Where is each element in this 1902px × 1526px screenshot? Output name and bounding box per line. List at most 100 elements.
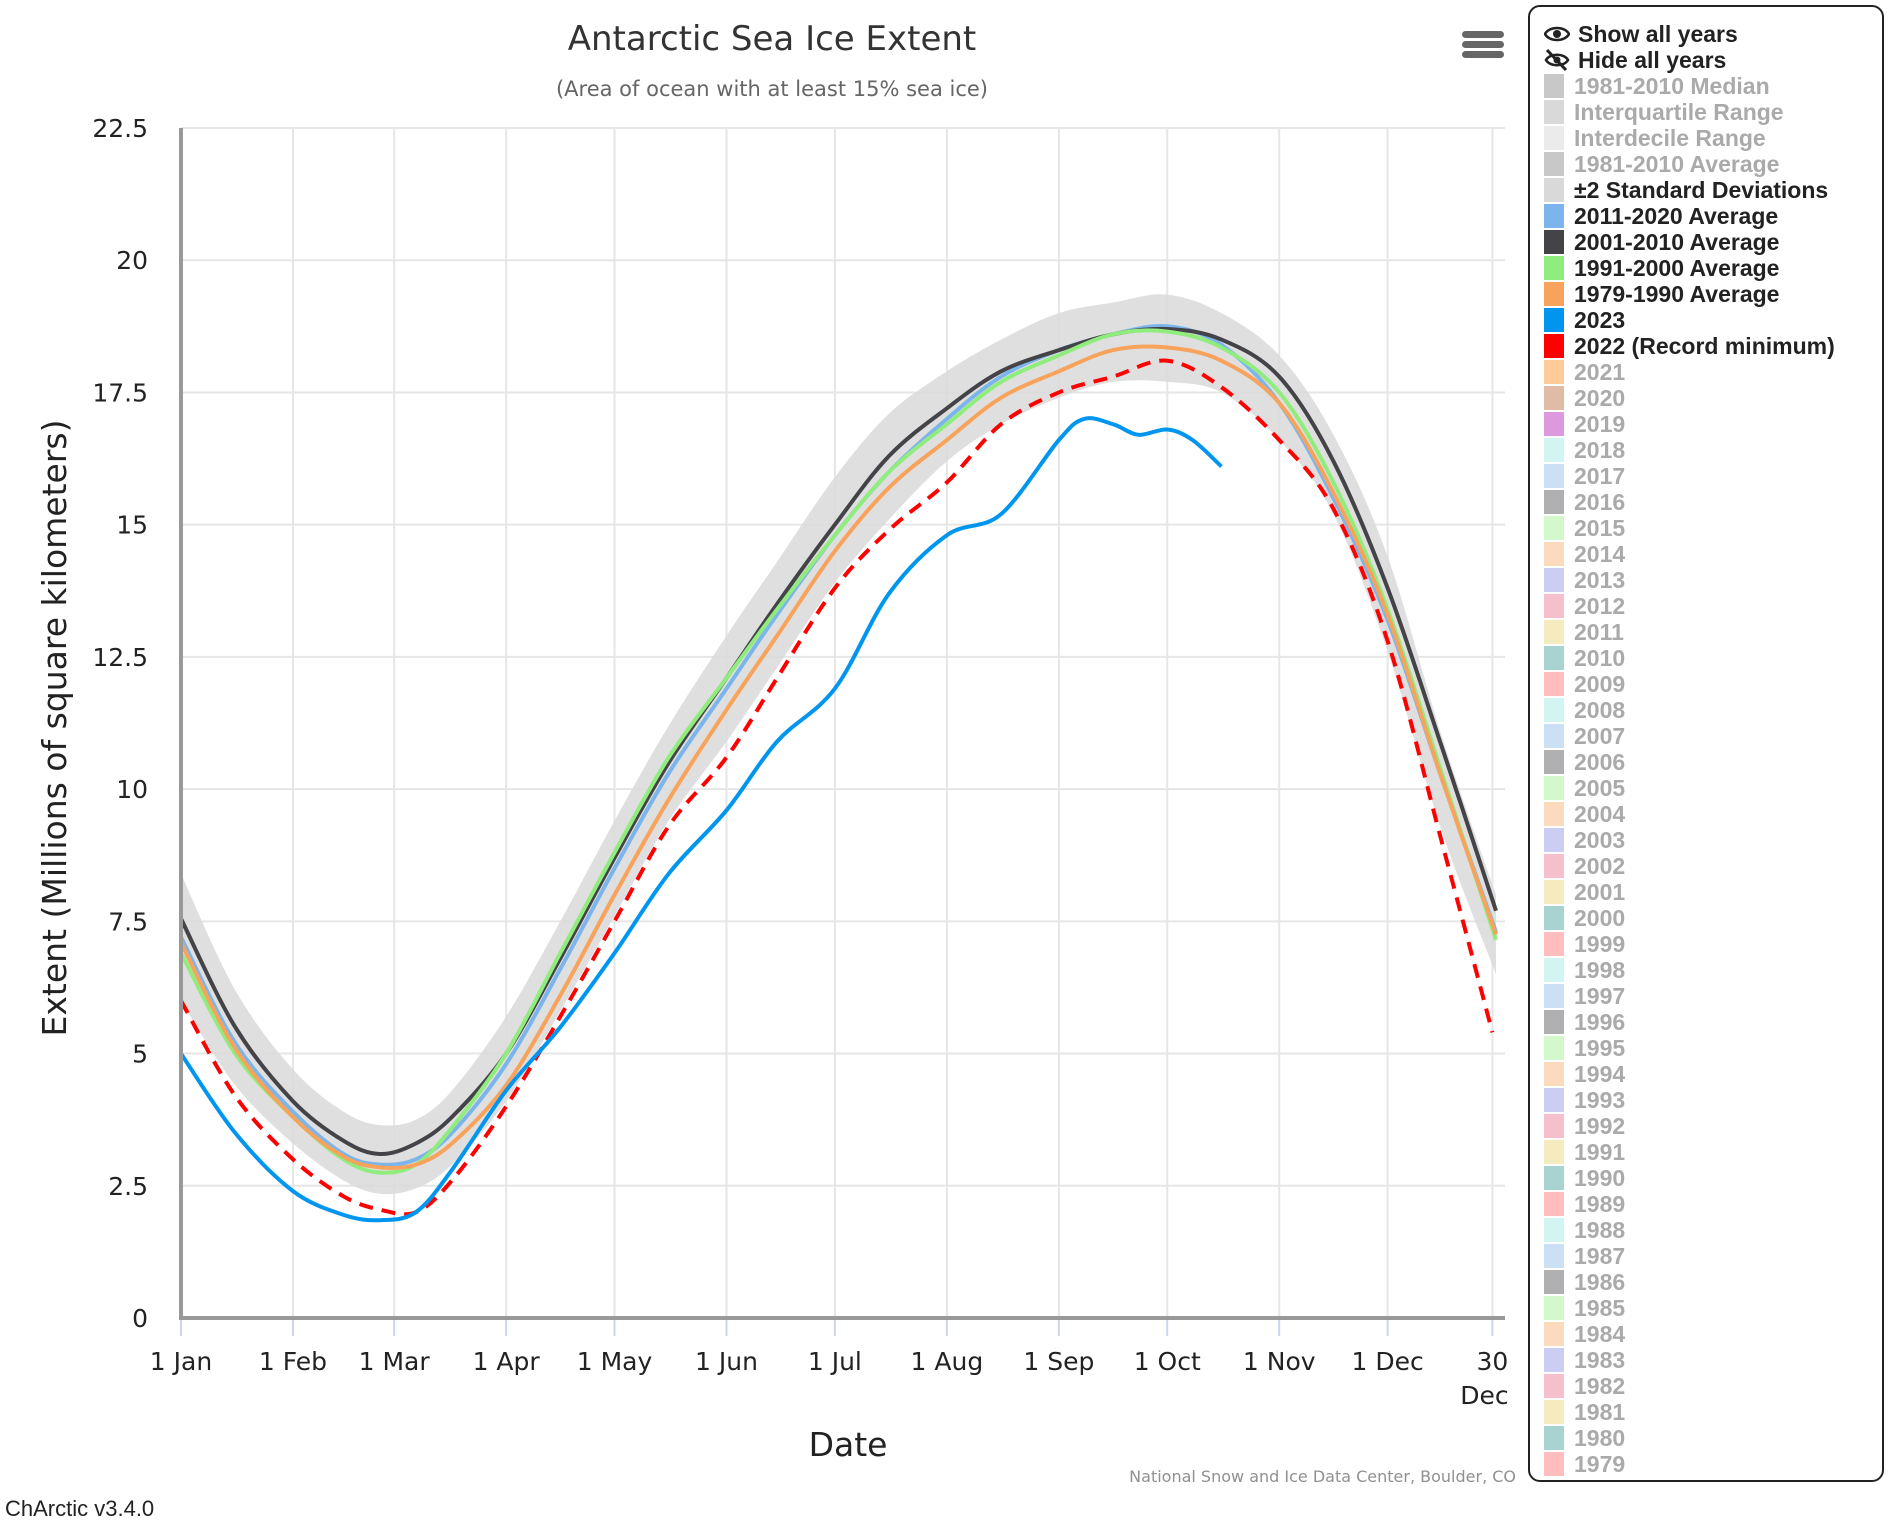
std-dev-band	[181, 294, 1496, 1195]
credit-text[interactable]: National Snow and Ice Data Center, Bould…	[1129, 1467, 1516, 1486]
legend-item[interactable]: 1981-2010 Median	[1544, 73, 1882, 99]
x-tick-label: 1 Sep	[1023, 1347, 1094, 1376]
show-all-years-button[interactable]: Show all years	[1544, 21, 1882, 47]
legend-item[interactable]: 2012	[1544, 593, 1882, 619]
legend-item[interactable]: 2005	[1544, 775, 1882, 801]
legend-item[interactable]: 2023	[1544, 307, 1882, 333]
legend-item-label: 1989	[1574, 1190, 1626, 1217]
legend-item[interactable]: 1979-1990 Average	[1544, 281, 1882, 307]
legend-item-label: Interquartile Range	[1574, 98, 1784, 125]
legend-item[interactable]: 1986	[1544, 1269, 1882, 1295]
legend-item-label: 2019	[1574, 410, 1626, 437]
legend-swatch	[1544, 438, 1564, 462]
legend-item-label: 1995	[1574, 1034, 1626, 1061]
legend-swatch	[1544, 412, 1564, 436]
legend-swatch	[1544, 984, 1564, 1008]
legend-item[interactable]: 1987	[1544, 1243, 1882, 1269]
legend-item[interactable]: 1989	[1544, 1191, 1882, 1217]
legend-item[interactable]: 2017	[1544, 463, 1882, 489]
legend-item[interactable]: Interquartile Range	[1544, 99, 1882, 125]
legend-item[interactable]: 2014	[1544, 541, 1882, 567]
legend-swatch	[1544, 828, 1564, 852]
legend-item[interactable]: 2004	[1544, 801, 1882, 827]
legend-item[interactable]: 2007	[1544, 723, 1882, 749]
legend-item[interactable]: 1981-2010 Average	[1544, 151, 1882, 177]
legend-item[interactable]: 2006	[1544, 749, 1882, 775]
legend-item-label: 1983	[1574, 1346, 1626, 1373]
legend-item[interactable]: 1983	[1544, 1347, 1882, 1373]
legend-swatch	[1544, 152, 1564, 176]
legend-item[interactable]: 2016	[1544, 489, 1882, 515]
x-axis-title: Date	[809, 1425, 888, 1464]
legend-swatch	[1544, 1426, 1564, 1450]
legend-item[interactable]: 1996	[1544, 1009, 1882, 1035]
hide-all-years-button[interactable]: Hide all years	[1544, 47, 1882, 73]
legend-item[interactable]: 2003	[1544, 827, 1882, 853]
legend-swatch	[1544, 282, 1564, 306]
legend-swatch	[1544, 230, 1564, 254]
legend-item[interactable]: 1992	[1544, 1113, 1882, 1139]
legend-item[interactable]: 2000	[1544, 905, 1882, 931]
y-tick-labels: 0 2.5 5 7.5 10 12.5 15 17.5 20 22.5	[92, 114, 148, 1333]
legend-item[interactable]: 1979	[1544, 1451, 1882, 1477]
legend-item[interactable]: 2013	[1544, 567, 1882, 593]
legend-item[interactable]: 1982	[1544, 1373, 1882, 1399]
legend-item-label: 1992	[1574, 1112, 1626, 1139]
legend-item[interactable]: 1995	[1544, 1035, 1882, 1061]
eye-slash-icon	[1544, 49, 1570, 71]
legend-item[interactable]: Interdecile Range	[1544, 125, 1882, 151]
series-line-2022-record-minimum	[179, 358, 1495, 1217]
legend-swatch	[1544, 1140, 1564, 1164]
x-tick-label: 1 Dec	[1352, 1347, 1424, 1376]
legend-swatch	[1544, 1296, 1564, 1320]
legend-item[interactable]: 1991	[1544, 1139, 1882, 1165]
eye-icon	[1544, 26, 1570, 42]
legend-item[interactable]: ±2 Standard Deviations	[1544, 177, 1882, 203]
legend-item-label: 1988	[1574, 1216, 1626, 1243]
y-tick-label: 5	[132, 1040, 148, 1069]
legend-item-label: 2008	[1574, 696, 1626, 723]
legend-item[interactable]: 2010	[1544, 645, 1882, 671]
legend-item[interactable]: 1999	[1544, 931, 1882, 957]
legend-item[interactable]: 2002	[1544, 853, 1882, 879]
x-tick-label: 1 May	[577, 1347, 653, 1376]
legend-swatch	[1544, 698, 1564, 722]
legend-item[interactable]: 2009	[1544, 671, 1882, 697]
y-tick-label: 10	[116, 775, 148, 804]
legend-swatch	[1544, 464, 1564, 488]
legend-item[interactable]: 1993	[1544, 1087, 1882, 1113]
legend-item[interactable]: 1994	[1544, 1061, 1882, 1087]
x-tick-label: 1 Jul	[808, 1347, 862, 1376]
legend-item[interactable]: 2021	[1544, 359, 1882, 385]
legend-item-label: 2010	[1574, 644, 1626, 671]
show-all-years-label: Show all years	[1578, 20, 1738, 47]
legend-item[interactable]: 1988	[1544, 1217, 1882, 1243]
legend-item[interactable]: 2001-2010 Average	[1544, 229, 1882, 255]
legend-item[interactable]: 2018	[1544, 437, 1882, 463]
legend-item[interactable]: 2011-2020 Average	[1544, 203, 1882, 229]
legend-item[interactable]: 1985	[1544, 1295, 1882, 1321]
legend-item[interactable]: 2001	[1544, 879, 1882, 905]
legend-item[interactable]: 1991-2000 Average	[1544, 255, 1882, 281]
legend-swatch	[1544, 620, 1564, 644]
legend-swatch	[1544, 1062, 1564, 1086]
legend-item[interactable]: 2019	[1544, 411, 1882, 437]
legend-item[interactable]: 1984	[1544, 1321, 1882, 1347]
legend-item[interactable]: 1997	[1544, 983, 1882, 1009]
legend-item[interactable]: 1990	[1544, 1165, 1882, 1191]
legend-item[interactable]: 1998	[1544, 957, 1882, 983]
legend-item[interactable]: 1981	[1544, 1399, 1882, 1425]
legend-item[interactable]: 1980	[1544, 1425, 1882, 1451]
legend-item-label: 2001	[1574, 878, 1626, 905]
legend-item-label: 1996	[1574, 1008, 1626, 1035]
legend-item[interactable]: 2011	[1544, 619, 1882, 645]
legend-item[interactable]: 2020	[1544, 385, 1882, 411]
legend-swatch	[1544, 906, 1564, 930]
legend-item-label: 2003	[1574, 826, 1626, 853]
legend-item[interactable]: 2022 (Record minimum)	[1544, 333, 1882, 359]
y-tick-label: 12.5	[92, 643, 148, 672]
chart-menu-button[interactable]	[1462, 28, 1504, 64]
legend-item[interactable]: 2015	[1544, 515, 1882, 541]
legend-item[interactable]: 2008	[1544, 697, 1882, 723]
legend-item-label: ±2 Standard Deviations	[1574, 176, 1829, 203]
